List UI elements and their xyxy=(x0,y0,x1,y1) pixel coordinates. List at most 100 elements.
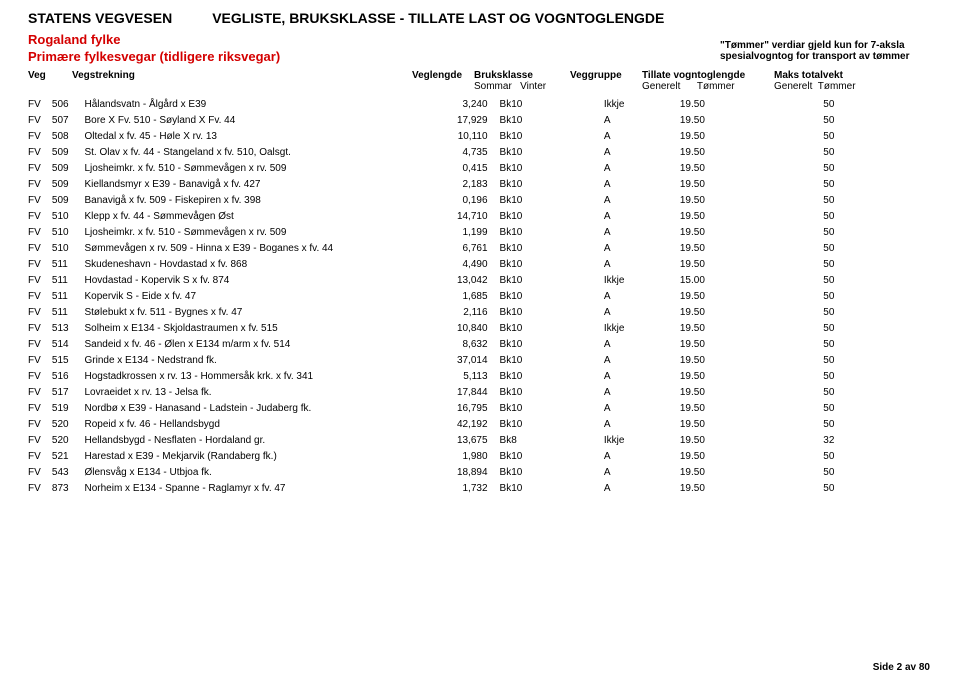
cell-vegnum: 517 xyxy=(52,384,85,400)
cell-maks-gen: 50 xyxy=(823,240,877,256)
cell-vogn-gen: 15.00 xyxy=(680,272,739,288)
cell-vegnum: 873 xyxy=(52,480,85,496)
cell-bk-vinter xyxy=(552,192,604,208)
cell-bk-sommar: Bk10 xyxy=(500,176,552,192)
cell-vegnum: 543 xyxy=(52,464,85,480)
col-strekning: Vegstrekning xyxy=(72,70,398,92)
cell-bk-vinter xyxy=(552,176,604,192)
cell-maks-gen: 50 xyxy=(823,464,877,480)
cell-maks-gen: 50 xyxy=(823,128,877,144)
cell-vogn-tom xyxy=(739,272,824,288)
col-maks-label: Maks totalvekt xyxy=(774,70,843,81)
cell-vogn-gen: 19.50 xyxy=(680,112,739,128)
cell-bk-vinter xyxy=(552,112,604,128)
cell-vegnum: 509 xyxy=(52,176,85,192)
cell-lengde: 2,183 xyxy=(430,176,500,192)
cell-bk-sommar: Bk10 xyxy=(500,368,552,384)
cell-strekning: Solheim x E134 - Skjoldastraumen x fv. 5… xyxy=(84,320,430,336)
cell-maks-gen: 50 xyxy=(823,256,877,272)
cell-maks-tom xyxy=(878,176,932,192)
cell-maks-tom xyxy=(878,224,932,240)
cell-bk-vinter xyxy=(552,272,604,288)
cell-maks-tom xyxy=(878,288,932,304)
cell-vogn-gen: 19.50 xyxy=(680,192,739,208)
cell-lengde: 2,116 xyxy=(430,304,500,320)
cell-bk-vinter xyxy=(552,144,604,160)
cell-bk-sommar: Bk10 xyxy=(500,240,552,256)
col-maks-tom: Tømmer xyxy=(818,81,856,92)
cell-strekning: Hovdastad - Kopervik S x fv. 874 xyxy=(84,272,430,288)
cell-maks-gen: 50 xyxy=(823,400,877,416)
cell-vegnum: 511 xyxy=(52,256,85,272)
cell-bk-vinter xyxy=(552,416,604,432)
cell-vegnum: 509 xyxy=(52,144,85,160)
cell-vogn-gen: 19.50 xyxy=(680,368,739,384)
cell-lengde: 0,415 xyxy=(430,160,500,176)
col-gruppe: Veggruppe xyxy=(570,70,642,92)
tommer-note: "Tømmer" verdiar gjeld kun for 7-aksla s… xyxy=(720,40,925,62)
cell-prefix: FV xyxy=(28,448,52,464)
cell-lengde: 10,110 xyxy=(430,128,500,144)
col-bruksklasse: Bruksklasse Sommar Vinter xyxy=(474,70,570,92)
cell-maks-tom xyxy=(878,144,932,160)
cell-vegnum: 521 xyxy=(52,448,85,464)
cell-gruppe: A xyxy=(604,336,680,352)
cell-prefix: FV xyxy=(28,384,52,400)
table-row: FV517Lovraeidet x rv. 13 - Jelsa fk.17,8… xyxy=(28,384,932,400)
cell-maks-gen: 50 xyxy=(823,416,877,432)
cell-vogn-tom xyxy=(739,240,824,256)
col-vogntog: Tillate vogntoglengde Generelt Tømmer xyxy=(642,70,774,92)
cell-maks-tom xyxy=(878,320,932,336)
cell-vegnum: 515 xyxy=(52,352,85,368)
cell-vegnum: 520 xyxy=(52,432,85,448)
cell-bk-vinter xyxy=(552,256,604,272)
cell-bk-sommar: Bk10 xyxy=(500,352,552,368)
cell-maks-tom xyxy=(878,160,932,176)
cell-bk-vinter xyxy=(552,448,604,464)
cell-vogn-gen: 19.50 xyxy=(680,416,739,432)
cell-vegnum: 510 xyxy=(52,240,85,256)
cell-lengde: 13,042 xyxy=(430,272,500,288)
cell-vogn-tom xyxy=(739,144,824,160)
table-row: FV521Harestad x E39 - Mekjarvik (Randabe… xyxy=(28,448,932,464)
cell-bk-sommar: Bk10 xyxy=(500,416,552,432)
cell-strekning: Kiellandsmyr x E39 - Banavigå x fv. 427 xyxy=(84,176,430,192)
cell-strekning: Ølensvåg x E134 - Utbjoa fk. xyxy=(84,464,430,480)
cell-maks-tom xyxy=(878,192,932,208)
cell-bk-sommar: Bk10 xyxy=(500,400,552,416)
cell-lengde: 4,735 xyxy=(430,144,500,160)
cell-maks-gen: 50 xyxy=(823,288,877,304)
cell-bk-sommar: Bk10 xyxy=(500,448,552,464)
cell-vogn-tom xyxy=(739,288,824,304)
cell-maks-tom xyxy=(878,416,932,432)
cell-bk-vinter xyxy=(552,400,604,416)
cell-vogn-tom xyxy=(739,480,824,496)
cell-bk-vinter xyxy=(552,224,604,240)
cell-bk-sommar: Bk10 xyxy=(500,288,552,304)
cell-bk-sommar: Bk10 xyxy=(500,224,552,240)
column-headers: Veg Vegstrekning Veglengde Bruksklasse S… xyxy=(28,70,932,96)
cell-lengde: 16,795 xyxy=(430,400,500,416)
cell-vogn-gen: 19.50 xyxy=(680,144,739,160)
col-lengde: Veglengde xyxy=(398,70,474,92)
cell-vogn-tom xyxy=(739,432,824,448)
cell-bk-sommar: Bk10 xyxy=(500,480,552,496)
cell-prefix: FV xyxy=(28,128,52,144)
cell-maks-gen: 50 xyxy=(823,224,877,240)
cell-bk-vinter xyxy=(552,96,604,112)
cell-vogn-tom xyxy=(739,112,824,128)
cell-vogn-gen: 19.50 xyxy=(680,240,739,256)
cell-vegnum: 509 xyxy=(52,192,85,208)
table-row: FV506Hålandsvatn - Ålgård x E393,240Bk10… xyxy=(28,96,932,112)
cell-maks-gen: 50 xyxy=(823,160,877,176)
cell-maks-tom xyxy=(878,448,932,464)
cell-prefix: FV xyxy=(28,304,52,320)
cell-gruppe: A xyxy=(604,128,680,144)
cell-maks-tom xyxy=(878,464,932,480)
cell-bk-vinter xyxy=(552,368,604,384)
cell-gruppe: A xyxy=(604,176,680,192)
col-bk-vinter: Vinter xyxy=(520,81,546,92)
cell-bk-sommar: Bk10 xyxy=(500,96,552,112)
cell-bk-sommar: Bk10 xyxy=(500,144,552,160)
cell-vegnum: 516 xyxy=(52,368,85,384)
